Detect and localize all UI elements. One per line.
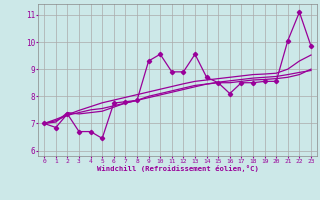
X-axis label: Windchill (Refroidissement éolien,°C): Windchill (Refroidissement éolien,°C): [97, 165, 259, 172]
